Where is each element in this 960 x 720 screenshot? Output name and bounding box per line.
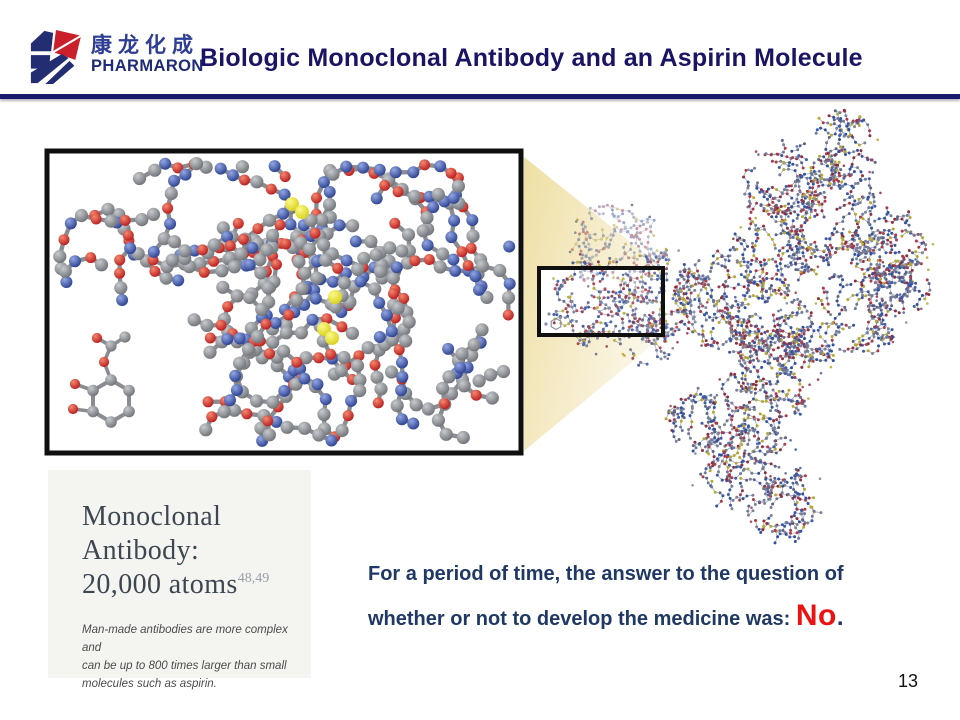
logo-text: 康龙化成 PHARMARON bbox=[91, 28, 204, 76]
statement-line-2: whether or not to develop the medicine w… bbox=[368, 601, 888, 632]
citation-superscript: 48,49 bbox=[237, 571, 270, 586]
logo-latin-name: PHARMARON bbox=[91, 57, 204, 75]
body-line: Man-made antibodies are more complex and bbox=[82, 624, 288, 654]
body-line: molecules such as aspirin. bbox=[82, 678, 217, 690]
title-underline bbox=[0, 94, 960, 99]
heading-line: 20,000 atoms48,49 bbox=[82, 568, 301, 607]
antibody-overview-image bbox=[552, 108, 935, 545]
aspirin-molecule-small bbox=[544, 312, 562, 331]
statement-answer-period: . bbox=[836, 604, 844, 631]
callout-rectangle bbox=[537, 266, 665, 337]
page-number: 13 bbox=[898, 671, 919, 691]
info-box-heading: Monoclonal Antibody: 20,000 atoms48,49 bbox=[82, 500, 301, 607]
statement: For a period of time, the answer to the … bbox=[368, 561, 888, 632]
pharmaron-emblem-icon bbox=[30, 29, 82, 85]
aspirin-molecule bbox=[67, 331, 135, 428]
heading-line: Monoclonal bbox=[82, 501, 222, 532]
statement-line-1: For a period of time, the answer to the … bbox=[368, 563, 844, 585]
logo-chinese-name: 康龙化成 bbox=[91, 33, 199, 57]
body-line: can be up to 800 times larger than small bbox=[82, 660, 287, 672]
heading-line-text: 20,000 atoms bbox=[82, 569, 238, 600]
molecule-detail-image bbox=[44, 148, 524, 456]
info-box: Monoclonal Antibody: 20,000 atoms48,49 M… bbox=[48, 470, 311, 690]
info-box-body: Man-made antibodies are more complex and… bbox=[82, 621, 301, 693]
detail-image-frame bbox=[44, 148, 524, 456]
page-title: Biologic Monoclonal Antibody and an Aspi… bbox=[200, 44, 863, 72]
statement-answer: No bbox=[795, 599, 837, 632]
logo: 康龙化成 PHARMARON bbox=[28, 28, 204, 86]
statement-line-2-text: whether or not to develop the medicine w… bbox=[368, 608, 796, 630]
heading-line: Antibody: bbox=[82, 535, 200, 566]
